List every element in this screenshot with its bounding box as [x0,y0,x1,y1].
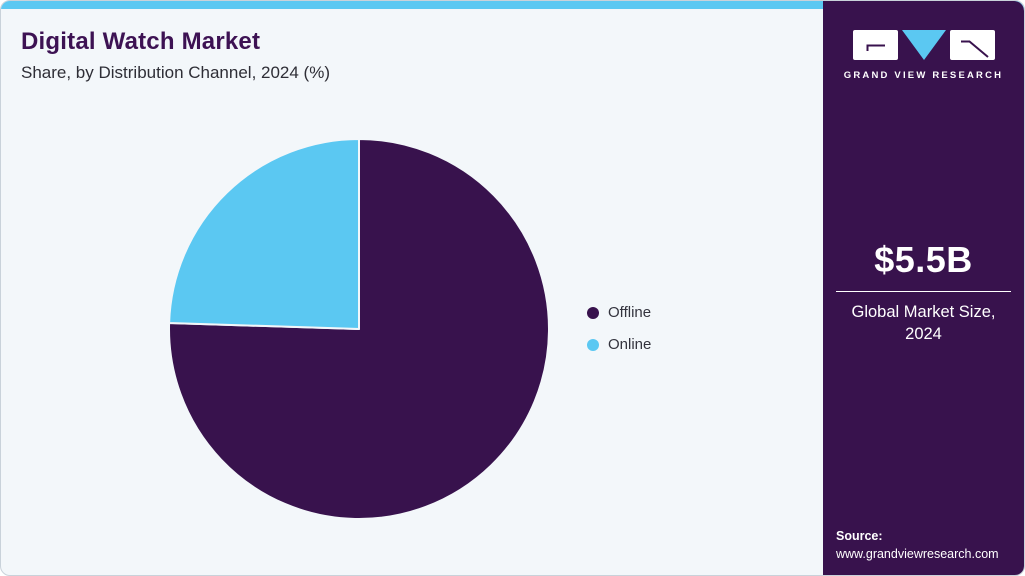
source-url[interactable]: www.grandviewresearch.com [836,547,999,562]
market-size-stat: $5.5B Global Market Size, 2024 [823,239,1024,346]
legend-label-offline: Offline [608,304,652,321]
pie-slice-online [168,138,360,330]
logo-wordmark: GRAND VIEW RESEARCH [843,70,1004,81]
stat-divider [836,291,1011,292]
chart-legend: Offline Online [587,304,651,353]
stat-caption: Global Market Size, 2024 [851,303,996,344]
page-subtitle: Share, by Distribution Channel, 2024 (%) [21,63,330,82]
logo-g-icon [852,30,898,60]
gvr-logo-mark-icon [852,30,995,60]
source-label: Source: [836,528,883,543]
top-accent-bar [1,1,1024,9]
stat-value: $5.5B [874,239,973,280]
logo-r-icon [949,30,995,60]
legend-dot-online-icon [587,338,599,351]
header: Digital Watch Market Share, by Distribut… [21,28,330,83]
legend-item-offline: Offline [587,304,651,321]
source-block: Source: www.grandviewresearch.com [836,527,999,565]
logo-v-icon [901,30,946,60]
gvr-logo: GRAND VIEW RESEARCH [823,29,1024,81]
sidebar: GRAND VIEW RESEARCH $5.5B Global Market … [823,1,1024,575]
legend-item-online: Online [587,336,651,353]
legend-dot-offline-icon [587,306,599,319]
legend-label-online: Online [608,336,652,353]
page-title: Digital Watch Market [21,28,261,55]
pie-chart [168,138,550,520]
